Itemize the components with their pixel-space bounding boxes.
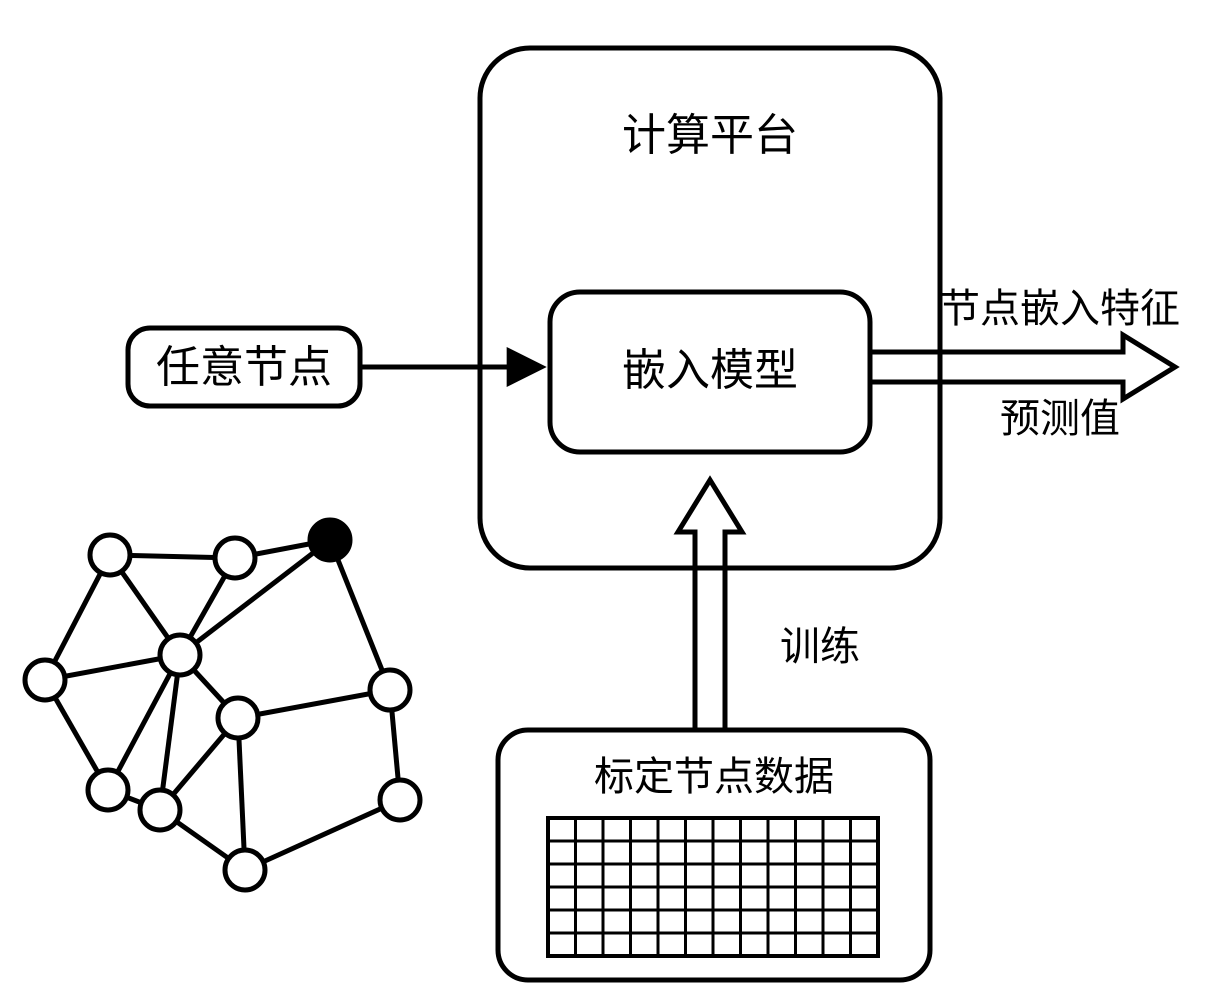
arrow-data-to-model bbox=[678, 480, 742, 730]
output-label-features: 节点嵌入特征 bbox=[940, 286, 1180, 331]
data-grid bbox=[548, 818, 878, 956]
network-node bbox=[88, 770, 128, 810]
network-edge bbox=[238, 718, 245, 870]
network-node bbox=[215, 538, 255, 578]
arrow-model-to-output bbox=[870, 335, 1175, 399]
network-edge bbox=[238, 690, 390, 718]
network-node bbox=[370, 670, 410, 710]
network-node bbox=[380, 780, 420, 820]
network-edge bbox=[245, 800, 400, 870]
input-label: 任意节点 bbox=[156, 343, 332, 392]
network-node bbox=[140, 790, 180, 830]
network-edge bbox=[330, 540, 390, 690]
platform-label: 计算平台 bbox=[622, 111, 798, 160]
arrow-train-label: 训练 bbox=[780, 624, 860, 669]
model-label: 嵌入模型 bbox=[622, 346, 798, 395]
network-graph bbox=[25, 520, 420, 890]
output-label-prediction: 预测值 bbox=[1000, 396, 1120, 441]
network-node bbox=[25, 660, 65, 700]
network-node bbox=[225, 850, 265, 890]
network-node bbox=[160, 635, 200, 675]
network-node bbox=[90, 535, 130, 575]
network-node-filled bbox=[310, 520, 350, 560]
network-node bbox=[218, 698, 258, 738]
data-label: 标定节点数据 bbox=[594, 754, 834, 799]
